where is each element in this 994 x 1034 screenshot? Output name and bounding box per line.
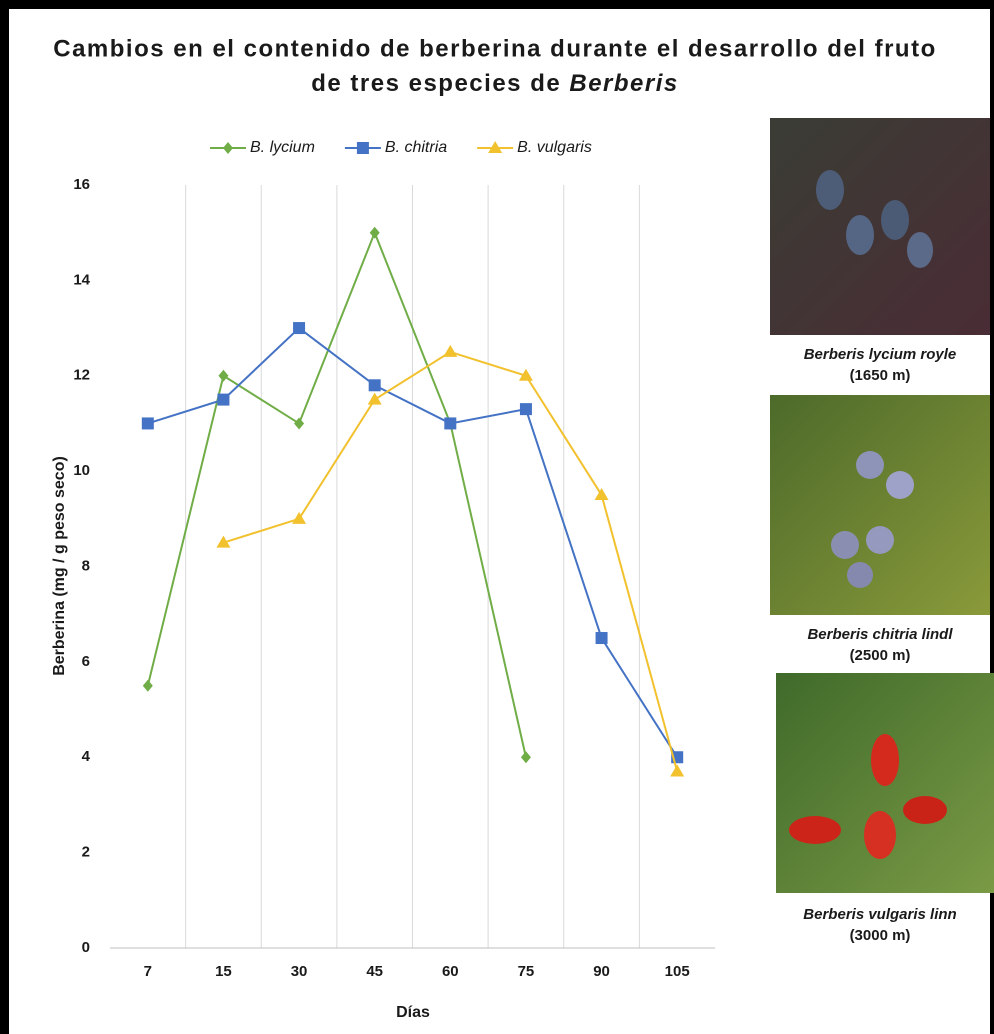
y-tick-label: 0 (82, 939, 90, 956)
marker (594, 487, 609, 500)
photo-caption: Berberis lycium royle (804, 346, 957, 363)
chart-title: Cambios en el contenido de berberina dur… (53, 35, 936, 62)
x-tick-label: 60 (442, 963, 459, 980)
x-tick-label: 7 (144, 963, 152, 980)
photo-background (770, 395, 990, 615)
x-tick-label: 105 (665, 963, 690, 980)
marker (518, 368, 533, 381)
y-tick-label: 2 (82, 844, 90, 861)
berry (856, 451, 884, 479)
y-tick-label: 8 (82, 557, 90, 574)
chart-title: de tres especies de Berberis (311, 70, 679, 97)
legend-label: B. vulgaris (517, 139, 592, 156)
y-tick-label: 4 (82, 748, 91, 765)
x-tick-label: 75 (518, 963, 535, 980)
x-tick-label: 15 (215, 963, 232, 980)
y-tick-label: 10 (73, 462, 90, 479)
title-part: Berberis (569, 70, 678, 97)
marker (670, 764, 685, 777)
marker (218, 369, 229, 382)
berry (866, 526, 894, 554)
berry (864, 811, 896, 859)
marker (520, 751, 531, 764)
x-axis-title: Días (396, 1004, 430, 1021)
marker (216, 535, 231, 548)
marker (368, 379, 381, 392)
berry (907, 232, 933, 268)
berry (886, 471, 914, 499)
photo (770, 395, 990, 615)
series-line (147, 326, 679, 758)
marker (444, 417, 457, 430)
legend-label: B. lycium (250, 139, 315, 156)
marker (367, 392, 382, 405)
marker (488, 141, 503, 153)
x-tick-label: 90 (593, 963, 610, 980)
marker (142, 679, 153, 692)
marker (217, 393, 230, 406)
marker (369, 226, 380, 239)
legend-label: B. chitria (385, 139, 447, 156)
berry (846, 215, 874, 255)
legend-item: B. lycium (210, 139, 315, 156)
marker (293, 322, 306, 335)
x-tick-label: 30 (291, 963, 308, 980)
berry (789, 816, 841, 844)
marker (292, 511, 307, 524)
y-tick-label: 14 (73, 271, 90, 288)
y-tick-label: 6 (82, 653, 90, 670)
marker (595, 632, 608, 645)
berry (831, 531, 859, 559)
marker (519, 403, 532, 416)
photo-altitude: (1650 m) (850, 367, 911, 384)
photo-altitude: (3000 m) (850, 927, 911, 944)
photo (770, 118, 990, 335)
photo-altitude: (2500 m) (850, 647, 911, 664)
berry (903, 796, 947, 824)
marker (443, 344, 458, 357)
berry (816, 170, 844, 210)
series-line (146, 229, 527, 758)
series-line (223, 350, 679, 772)
y-axis-title: Berberina (mg / g peso seco) (51, 456, 68, 676)
legend-item: B. vulgaris (477, 139, 592, 156)
y-tick-label: 16 (73, 176, 90, 193)
title-part: de tres especies de (311, 70, 569, 97)
photo-caption: Berberis vulgaris linn (803, 906, 956, 923)
marker (294, 417, 305, 430)
berry (847, 562, 873, 588)
x-tick-label: 45 (366, 963, 383, 980)
photo-caption: Berberis chitria lindl (807, 626, 953, 643)
berry (871, 734, 899, 786)
marker (223, 142, 233, 154)
legend-item: B. chitria (344, 139, 447, 156)
y-tick-label: 12 (73, 367, 90, 384)
marker (356, 142, 369, 154)
photo-background (770, 118, 990, 335)
marker (141, 417, 154, 430)
berry (881, 200, 909, 240)
photo (776, 673, 994, 893)
